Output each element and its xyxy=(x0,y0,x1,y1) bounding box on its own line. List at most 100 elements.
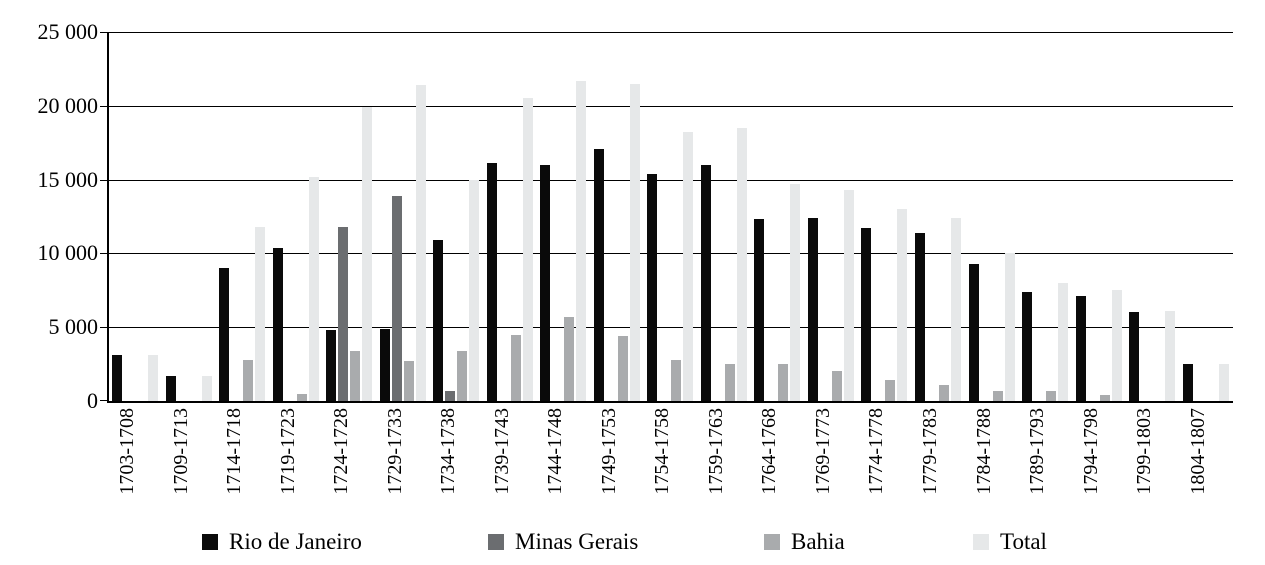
bar-bahia xyxy=(350,350,361,401)
bar-groups xyxy=(109,32,1233,401)
x-label-cell: 1764-1768 xyxy=(749,408,803,510)
bar-rio-de-janeiro xyxy=(219,268,230,401)
legend-item-total: Total xyxy=(973,530,1047,554)
bar-bahia xyxy=(724,364,735,401)
legend-item-bahia: Bahia xyxy=(764,530,845,554)
y-axis-tick xyxy=(100,105,107,107)
bar-total xyxy=(1004,253,1015,401)
x-label-cell: 1734-1738 xyxy=(428,408,482,510)
bar-group-1779-1783 xyxy=(912,32,966,401)
bar-bahia xyxy=(778,364,789,401)
bar-rio-de-janeiro xyxy=(968,263,979,401)
x-tick-label: 1719-1723 xyxy=(276,408,299,495)
bar-rio-de-janeiro xyxy=(1182,364,1193,401)
x-tick-label: 1759-1763 xyxy=(704,408,727,495)
bar-group-1764-1768 xyxy=(751,32,805,401)
bar-group-1789-1793 xyxy=(1019,32,1073,401)
bar-bahia xyxy=(457,350,468,401)
legend-item-minas-gerais: Minas Gerais xyxy=(488,530,638,554)
y-tick-label: 15 000 xyxy=(37,166,99,192)
x-label-cell: 1789-1793 xyxy=(1017,408,1071,510)
x-tick-label: 1724-1728 xyxy=(330,408,353,495)
bar-bahia xyxy=(617,336,628,401)
bar-bahia xyxy=(992,390,1003,401)
bar-rio-de-janeiro xyxy=(1129,312,1140,401)
bar-group-1769-1773 xyxy=(805,32,859,401)
legend-swatch xyxy=(764,534,780,550)
bar-rio-de-janeiro xyxy=(754,219,765,401)
bar-total xyxy=(736,127,747,401)
bar-bahia xyxy=(1046,390,1057,401)
bar-rio-de-janeiro xyxy=(379,328,390,401)
bar-minas-gerais xyxy=(338,226,349,401)
bar-rio-de-janeiro xyxy=(433,240,444,401)
bar-group-1799-1803 xyxy=(1126,32,1180,401)
x-tick-label: 1734-1738 xyxy=(437,408,460,495)
bar-bahia xyxy=(403,361,414,401)
bar-total xyxy=(522,98,533,401)
x-tick-label: 1784-1788 xyxy=(972,408,995,495)
bar-bahia xyxy=(831,371,842,401)
bar-bahia xyxy=(938,384,949,401)
gridline xyxy=(109,253,1233,255)
bar-total xyxy=(1165,310,1176,401)
bar-total xyxy=(683,132,694,401)
x-label-cell: 1794-1798 xyxy=(1071,408,1125,510)
legend-swatch xyxy=(973,534,989,550)
bar-rio-de-janeiro xyxy=(914,232,925,401)
x-tick-label: 1804-1807 xyxy=(1186,408,1209,495)
bar-bahia xyxy=(296,393,307,401)
bar-rio-de-janeiro xyxy=(326,330,337,401)
x-tick-label: 1739-1743 xyxy=(490,408,513,495)
y-axis-tick xyxy=(100,32,107,33)
bar-total xyxy=(415,85,426,401)
bar-group-1784-1788 xyxy=(966,32,1020,401)
bar-minas-gerais xyxy=(391,195,402,401)
legend-label: Minas Gerais xyxy=(515,529,639,554)
bar-rio-de-janeiro xyxy=(112,355,122,401)
x-tick-label: 1714-1718 xyxy=(223,408,246,495)
y-tick-label: 20 000 xyxy=(37,92,99,118)
legend-label: Bahia xyxy=(791,529,845,554)
bar-minas-gerais xyxy=(445,390,456,401)
x-axis-labels: 1703-1708 1709-1713 1714-1718 1719-1723 1724… xyxy=(107,408,1231,510)
x-tick-label: 1749-1753 xyxy=(597,408,620,495)
y-tick-label: 5 000 xyxy=(48,314,99,340)
bar-rio-de-janeiro xyxy=(700,164,711,401)
bar-bahia xyxy=(885,380,896,401)
bar-bahia xyxy=(1099,395,1110,401)
bar-bahia xyxy=(564,316,575,401)
x-label-cell: 1749-1753 xyxy=(589,408,643,510)
bar-total xyxy=(790,184,801,401)
bar-bahia xyxy=(671,359,682,401)
x-label-cell: 1774-1778 xyxy=(856,408,910,510)
bar-group-1703-1708 xyxy=(109,32,163,401)
bar-group-1729-1733 xyxy=(377,32,431,401)
bar-rio-de-janeiro xyxy=(540,164,551,401)
x-label-cell: 1784-1788 xyxy=(964,408,1018,510)
bar-group-1754-1758 xyxy=(644,32,698,401)
bar-total xyxy=(950,217,961,401)
x-tick-label: 1769-1773 xyxy=(811,408,834,495)
x-tick-label: 1703-1708 xyxy=(116,408,138,495)
bar-total xyxy=(1058,282,1069,401)
bar-total xyxy=(469,179,480,401)
y-axis-tick xyxy=(100,327,107,329)
y-axis-tick xyxy=(100,253,107,255)
x-tick-label: 1799-1803 xyxy=(1133,408,1156,495)
x-label-cell: 1714-1718 xyxy=(214,408,268,510)
bar-total xyxy=(308,176,319,401)
y-axis-tick xyxy=(100,400,107,401)
bar-total xyxy=(148,355,158,401)
x-label-cell: 1744-1748 xyxy=(535,408,589,510)
x-tick-label: 1729-1733 xyxy=(383,408,406,495)
x-label-cell: 1709-1713 xyxy=(161,408,215,510)
bar-rio-de-janeiro xyxy=(1022,291,1033,401)
x-label-cell: 1739-1743 xyxy=(482,408,536,510)
bar-bahia xyxy=(510,334,521,401)
gridline xyxy=(109,32,1233,33)
bar-group-1804-1807 xyxy=(1180,32,1234,401)
bar-group-1739-1743 xyxy=(484,32,538,401)
y-tick-label: 25 000 xyxy=(37,19,99,44)
